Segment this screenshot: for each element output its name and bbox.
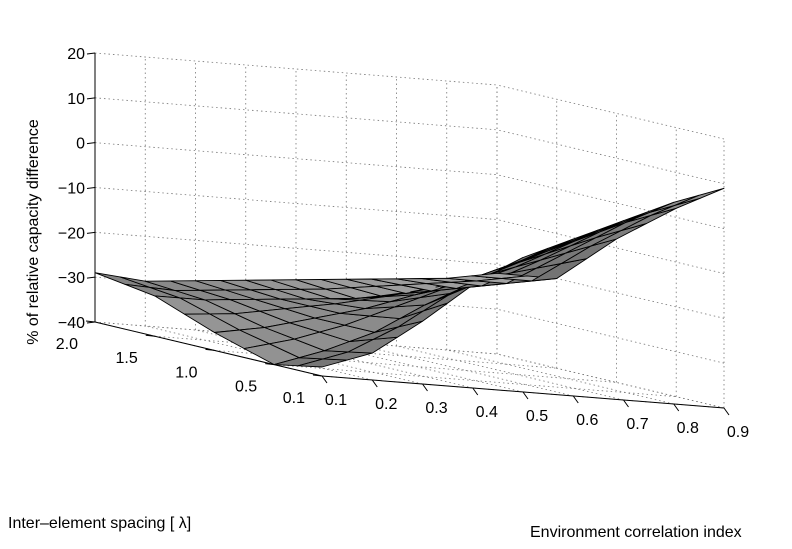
- grid-line: [496, 219, 725, 274]
- y-tick-label: 0.5: [235, 379, 257, 396]
- grid-line: [496, 174, 725, 230]
- z-tick-label: 20: [67, 46, 85, 63]
- x-tick: [623, 399, 629, 408]
- x-tick: [371, 379, 378, 388]
- grid-line: [446, 349, 674, 405]
- surface-patch: [649, 194, 700, 213]
- x-tick: [522, 391, 529, 400]
- x-tick: [723, 407, 730, 416]
- y-tick: [265, 363, 275, 366]
- z-tick: [86, 142, 96, 145]
- grid-line: [346, 341, 574, 397]
- y-axis-label: Inter–element spacing [ λ]: [8, 515, 191, 532]
- grid-line: [496, 353, 725, 409]
- x-axis-label: Environment correlation index: [530, 524, 742, 541]
- grid-line: [496, 84, 725, 140]
- z-tick-label: 10: [67, 91, 85, 108]
- x-tick-label: 0.6: [576, 412, 598, 429]
- x-tick-label: 0.7: [626, 416, 648, 433]
- surface-patch: [674, 187, 725, 206]
- z-tick: [86, 187, 96, 189]
- surface-mesh: [94, 187, 725, 368]
- y-axis-line: [94, 321, 323, 377]
- z-tick: [86, 321, 96, 324]
- x-tick-label: 0.5: [526, 408, 548, 425]
- z-axis-label: % of relative capacity difference: [25, 119, 42, 345]
- x-tick-label: 0.9: [727, 424, 749, 441]
- x-tick: [572, 395, 579, 404]
- z-tick: [86, 276, 96, 279]
- z-tick: [86, 97, 96, 100]
- y-tick: [205, 348, 215, 351]
- y-tick-label: 1.5: [115, 350, 137, 367]
- z-tick-label: 0: [76, 136, 85, 153]
- grid-line: [496, 129, 725, 185]
- grid-line: [94, 231, 498, 265]
- z-tick-label: −40: [58, 315, 85, 332]
- z-tick-label: −20: [58, 225, 85, 242]
- z-tick: [86, 231, 96, 234]
- grid-line: [94, 142, 498, 176]
- x-tick: [472, 387, 479, 396]
- y-tick: [312, 374, 323, 377]
- axes: 0.1 0.2 0.3 0.4 0.5 0.6 0.7 0.8 0.9 0.1 0.5 1.0 1.5 2…: [56, 46, 749, 441]
- x-tick-label: 0.1: [325, 392, 347, 409]
- y-tick-label: 2.0: [56, 336, 78, 353]
- x-tick-label: 0.4: [476, 404, 498, 421]
- x-tick-label: 0.3: [425, 400, 447, 417]
- y-tick: [145, 334, 155, 337]
- x-tick-label: 0.2: [375, 396, 397, 413]
- grid-line: [94, 187, 498, 220]
- surface-patch: [94, 272, 151, 288]
- z-tick-label: −30: [58, 270, 85, 287]
- x-tick: [673, 403, 680, 412]
- grid-line: [496, 308, 725, 364]
- grid-line: [396, 345, 624, 401]
- z-tick: [86, 52, 96, 55]
- grid-line: [145, 325, 373, 381]
- y-tick-label: 0.1: [283, 390, 305, 407]
- y-tick-label: 1.0: [175, 364, 197, 381]
- x-tick: [422, 383, 428, 392]
- z-tick-label: −10: [58, 181, 85, 198]
- x-tick-label: 0.8: [677, 420, 699, 437]
- surface-patch: [650, 197, 701, 216]
- x-tick: [321, 375, 328, 384]
